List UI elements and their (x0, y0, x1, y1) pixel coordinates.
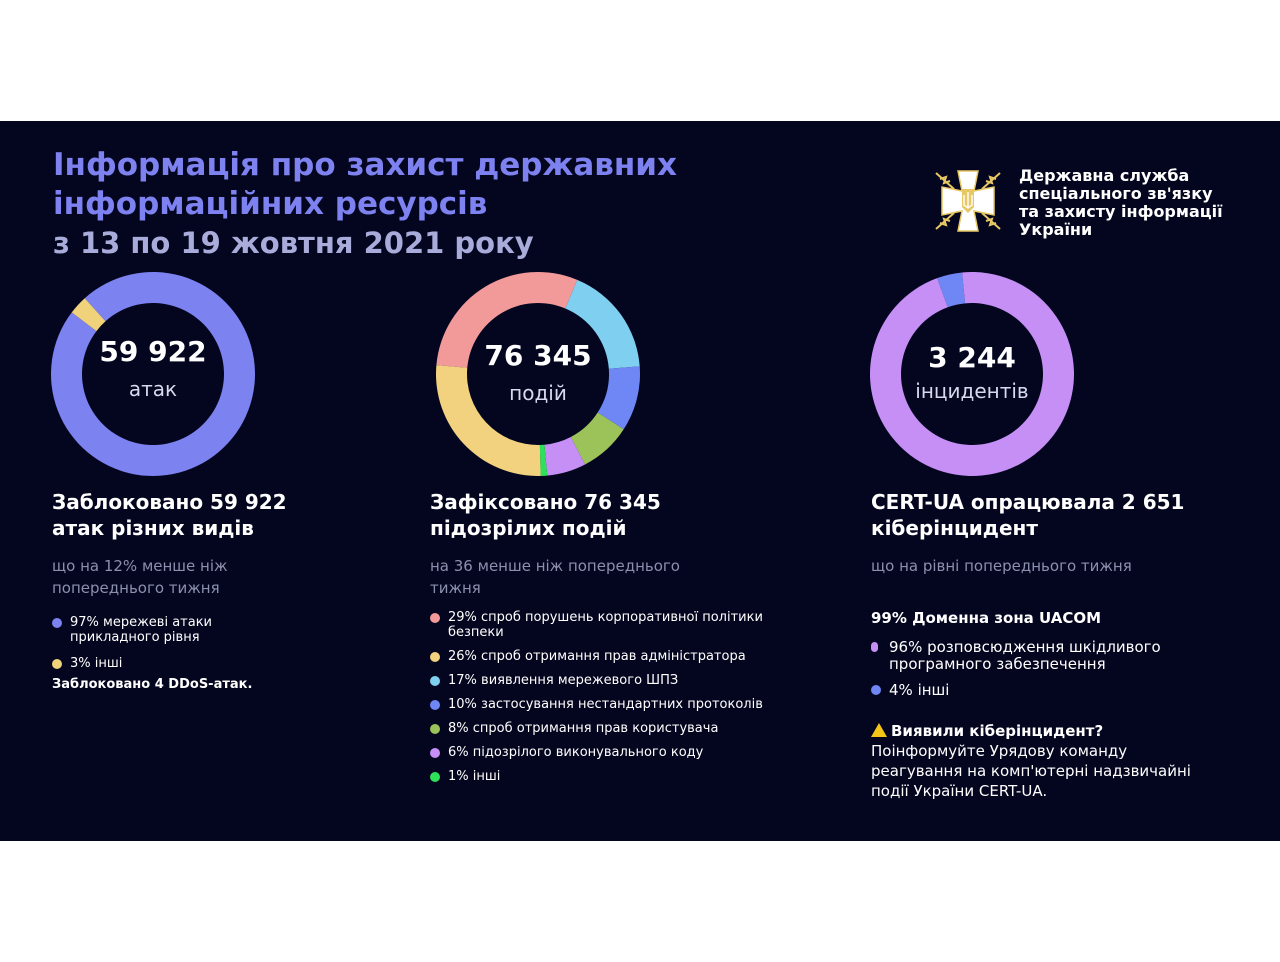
legend-item: 1% інші (430, 769, 830, 784)
donut-slice-2 (565, 279, 640, 369)
column-comparison-text: на 36 менше ніж попереднього тижня (430, 555, 830, 599)
legend-label: 8% спроб отримання прав користувача (448, 721, 719, 736)
donut-slice-6 (539, 444, 548, 476)
donut-center-value: 59 922 (99, 335, 207, 368)
ddos-note: Заблоковано 4 DDoS-атак. (52, 677, 253, 692)
column-attacks: Заблоковано 59 922 атак різних видів що … (52, 489, 382, 692)
page-title-line-2: інформаційних ресурсів (53, 186, 488, 222)
legend-dot-icon (871, 685, 881, 695)
legend-dot-icon (430, 700, 440, 710)
legend-dot-icon (430, 772, 440, 782)
column-heading-line-2: підозрілих подій (430, 516, 627, 540)
legend-label: 3% інші (70, 656, 123, 671)
domain-zone-text: 99% Доменна зона UACOM (871, 609, 1102, 627)
infographic-panel: Інформація про захист державних інформац… (0, 121, 1280, 841)
org-line-2: спеціального зв'язку (1019, 184, 1213, 203)
donut-chart-attacks: 59 922 атак (48, 269, 258, 479)
donut-slice-1 (436, 272, 578, 368)
legend-item: 6% підозрілого виконувального коду (430, 745, 830, 760)
column-heading-line-1: CERT-UA опрацювала 2 651 (871, 490, 1185, 514)
warning-block: Виявили кіберінцидент? Поінформуйте Уряд… (871, 721, 1261, 801)
donut-slice-1 (50, 271, 256, 476)
legend-dot-icon (52, 618, 62, 628)
donut-center-unit: інцидентів (915, 379, 1029, 403)
donut-svg (436, 272, 640, 476)
legend-label: 26% спроб отримання прав адміністратора (448, 649, 746, 664)
donut-svg (50, 271, 256, 476)
donut-slice-7 (436, 365, 541, 476)
column-heading-line-1: Заблоковано 59 922 (52, 490, 287, 514)
organization-name: Державна служба спеціального зв'язку та … (1019, 167, 1223, 239)
legend-label-cont: прикладного рівня (70, 630, 200, 645)
donut-center-unit: подій (509, 381, 567, 405)
legend-label: 97% мережеві атаки (70, 615, 213, 630)
org-line-4: України (1019, 220, 1093, 239)
page-subtitle-dates: з 13 по 19 жовтня 2021 року (53, 226, 534, 260)
donut-slice-1 (937, 272, 966, 308)
legend-label: 96% розповсюдження шкідливого (889, 638, 1161, 656)
donut-center-unit: атак (128, 377, 178, 401)
donut-svg (870, 272, 1074, 476)
donut-slice-2 (71, 298, 106, 332)
legend-dot-icon (430, 652, 440, 662)
comparison-line-2: тижня (430, 579, 481, 597)
warning-line-2: реагування на комп'ютерні надзвичайні (871, 762, 1191, 780)
column-incidents: CERT-UA опрацювала 2 651 кіберінцидент щ… (871, 489, 1261, 801)
legend-item: 26% спроб отримання прав адміністратора (430, 649, 830, 664)
donut-center-value: 3 244 (928, 341, 1016, 374)
column-comparison-text: що на 12% менше ніж попереднього тижня (52, 555, 382, 599)
legend-dot-icon (430, 748, 440, 758)
donut-chart-events: 76 345 подій (433, 269, 643, 479)
warning-icon (871, 723, 887, 737)
emblem-logo-icon (935, 170, 1001, 232)
column-events: Зафіксовано 76 345 підозрілих подій на 3… (430, 489, 830, 784)
legend-item: 10% застосування нестандартних протоколі… (430, 697, 830, 712)
warning-title: Виявили кіберінцидент? (891, 722, 1104, 740)
donut-slice-2 (870, 272, 1074, 476)
legend-dot-icon (430, 613, 440, 623)
donut-slice-5 (544, 436, 586, 476)
org-line-1: Державна служба (1019, 166, 1190, 185)
donut-slice-3 (597, 366, 640, 430)
legend-label-cont: програмного забезпечення (889, 655, 1106, 673)
comparison-line-1: на 36 менше ніж попереднього (430, 557, 680, 575)
legend-item: 29% спроб порушень корпоративної політик… (430, 610, 830, 640)
column-heading-line-2: кіберінцидент (871, 516, 1038, 540)
legend-dot-icon (871, 642, 878, 652)
warning-line-3: події України CERT-UA. (871, 782, 1048, 800)
legend-item: 8% спроб отримання прав користувача (430, 721, 830, 736)
column-heading-line-2: атак різних видів (52, 516, 254, 540)
org-line-3: та захисту інформації (1019, 202, 1223, 221)
legend-label-cont: безпеки (448, 625, 504, 640)
legend-label: 1% інші (448, 769, 501, 784)
legend-dot-icon (52, 659, 62, 669)
legend-label: 10% застосування нестандартних протоколі… (448, 697, 763, 712)
warning-title-row: Виявили кіберінцидент? (871, 721, 1261, 741)
warning-line-1: Поінформуйте Урядову команду (871, 742, 1128, 760)
comparison-line-2: попереднього тижня (52, 579, 220, 597)
legend-label: 6% підозрілого виконувального коду (448, 745, 704, 760)
legend-dot-icon (430, 676, 440, 686)
legend-label: 4% інші (889, 681, 950, 699)
donut-chart-incidents: 3 244 інцидентів (867, 269, 1077, 479)
legend-item: 97% мережеві атаки прикладного рівня (52, 615, 382, 645)
comparison-line-1: що на рівні попереднього тижня (871, 557, 1132, 575)
donut-slice-4 (570, 412, 624, 465)
comparison-line-1: що на 12% менше ніж (52, 557, 228, 575)
legend-item: 17% виявлення мережевого ШПЗ (430, 673, 830, 688)
legend-label: 17% виявлення мережевого ШПЗ (448, 673, 679, 688)
legend-item: 3% інші (52, 656, 382, 671)
legend-item: 96% розповсюдження шкідливого програмног… (871, 639, 1261, 673)
page-title-line-1: Інформація про захист державних (53, 147, 678, 183)
column-comparison-text: що на рівні попереднього тижня (871, 555, 1261, 577)
column-heading-line-1: Зафіксовано 76 345 (430, 490, 661, 514)
legend-label: 29% спроб порушень корпоративної політик… (448, 610, 763, 625)
legend-dot-icon (430, 724, 440, 734)
legend-item: 4% інші (871, 682, 1261, 699)
donut-center-value: 76 345 (484, 339, 592, 372)
